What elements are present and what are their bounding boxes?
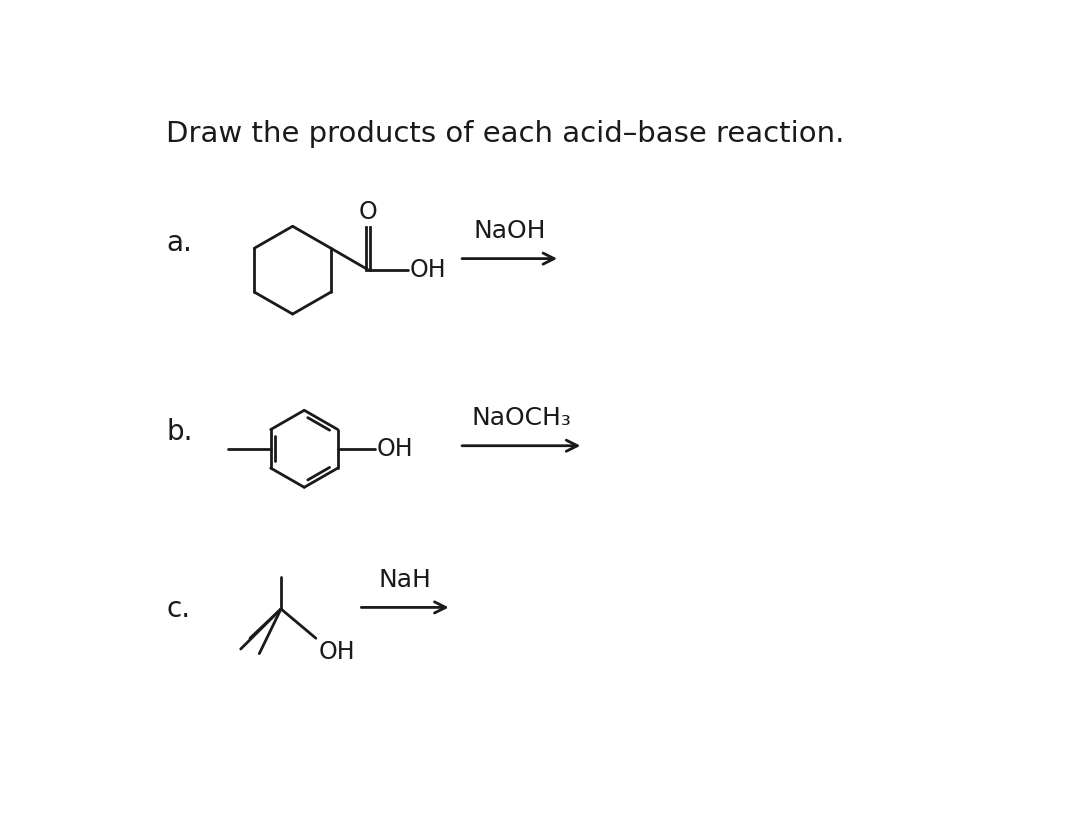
Text: NaOH: NaOH [473,219,546,243]
Text: OH: OH [377,437,413,461]
Text: Draw the products of each acid–base reaction.: Draw the products of each acid–base reac… [166,120,844,148]
Text: OH: OH [318,640,355,663]
Text: c.: c. [166,595,190,623]
Text: NaH: NaH [379,568,431,592]
Text: a.: a. [166,230,193,257]
Text: OH: OH [409,258,446,282]
Text: NaOCH₃: NaOCH₃ [471,406,571,431]
Text: O: O [358,199,378,224]
Text: b.: b. [166,418,193,446]
